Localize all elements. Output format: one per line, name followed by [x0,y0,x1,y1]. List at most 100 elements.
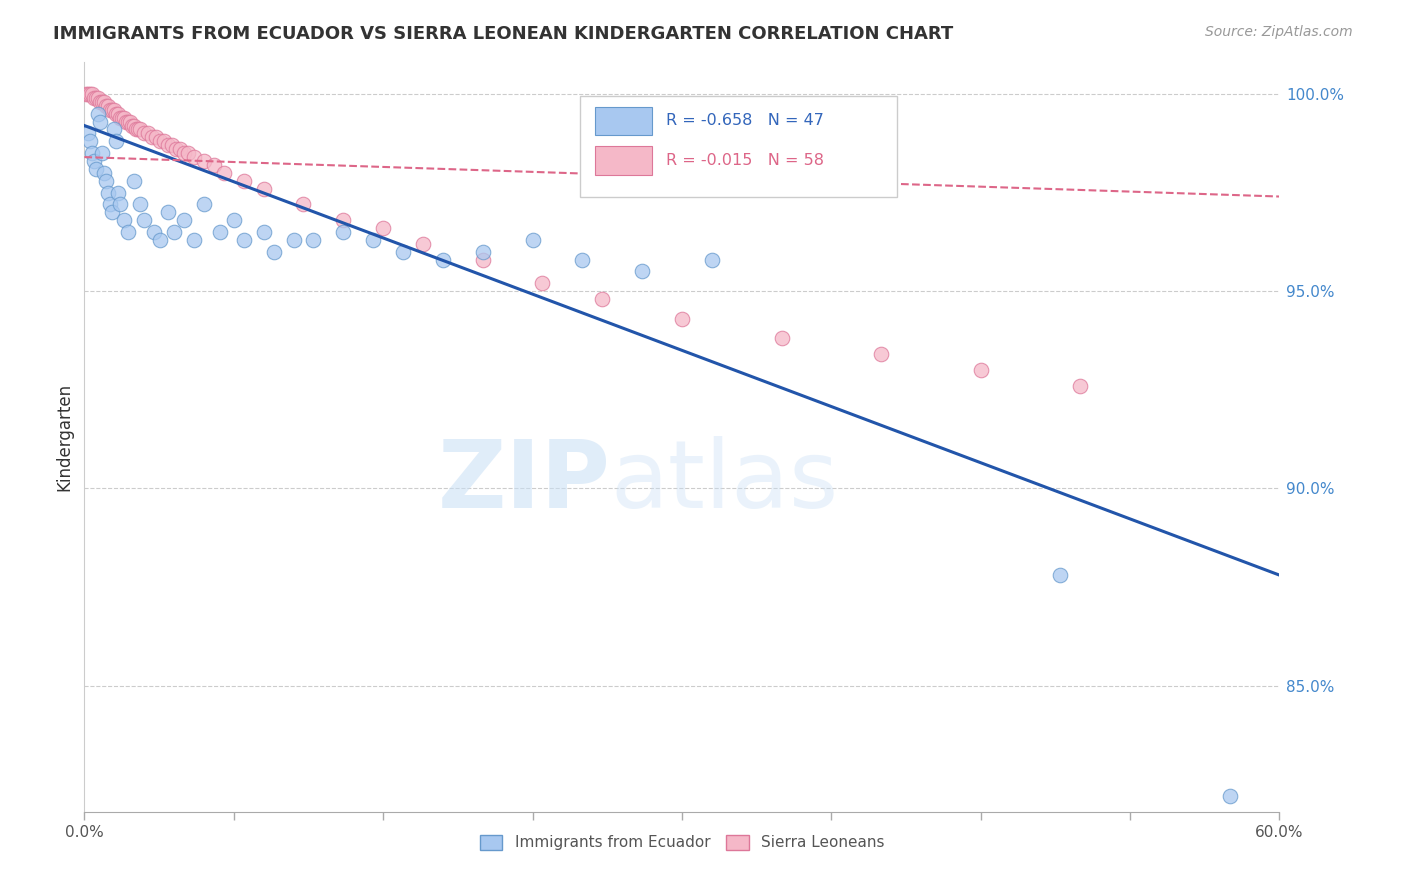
Point [373,221,395,235]
Point [101,103,124,117]
Text: IMMIGRANTS FROM ECUADOR VS SIERRA LEONEAN KINDERGARTEN CORRELATION CHART: IMMIGRANTS FROM ECUADOR VS SIERRA LEONEA… [53,25,953,43]
Point [107,186,129,200]
Point [110,197,132,211]
Point [700,252,723,267]
Point [82,87,104,101]
Point [153,134,176,148]
Point [77,87,100,101]
Point [522,233,544,247]
Point [160,138,183,153]
Point [79,87,101,101]
Point [83,91,105,105]
Y-axis label: Kindergarten: Kindergarten [55,383,73,491]
Point [283,233,305,247]
Point [101,205,124,219]
Point [169,142,191,156]
Point [193,154,215,169]
Text: atlas: atlas [610,436,838,528]
Point [97,99,120,113]
Point [96,174,118,188]
Point [173,146,195,161]
Point [332,213,354,227]
Point [1069,379,1091,393]
Point [1049,568,1071,582]
Point [212,166,235,180]
Point [103,103,125,117]
FancyBboxPatch shape [595,146,652,175]
Point [157,205,180,219]
Point [631,264,654,278]
Point [392,244,415,259]
Point [120,114,142,128]
Point [970,363,993,377]
Text: ZIP: ZIP [437,436,610,528]
Point [112,111,135,125]
Point [79,134,101,148]
Point [75,87,97,101]
Point [117,225,139,239]
Point [157,138,180,153]
Point [870,347,893,361]
Point [103,122,125,136]
Point [183,150,205,164]
Point [163,225,186,239]
Point [129,197,152,211]
Point [77,127,100,141]
Point [127,122,149,136]
FancyBboxPatch shape [595,107,652,135]
Point [105,134,128,148]
Point [132,127,156,141]
Point [86,161,108,176]
Point [432,252,454,267]
Point [97,186,120,200]
Point [115,114,138,128]
Point [91,146,114,161]
Point [292,197,315,211]
Point [136,127,159,141]
Point [361,233,384,247]
Point [125,122,148,136]
Point [471,252,494,267]
Point [93,95,115,109]
Point [193,197,215,211]
FancyBboxPatch shape [581,96,897,197]
Point [263,244,285,259]
Point [302,233,325,247]
Point [571,252,593,267]
Point [202,158,225,172]
Point [173,213,195,227]
Point [183,233,205,247]
Text: Source: ZipAtlas.com: Source: ZipAtlas.com [1205,25,1353,39]
Text: R = -0.015   N = 58: R = -0.015 N = 58 [666,153,824,168]
Point [177,146,200,161]
Point [117,114,139,128]
Point [671,311,693,326]
Point [770,331,793,345]
Point [98,103,121,117]
Point [1219,789,1241,803]
Point [332,225,354,239]
Text: R = -0.658   N = 47: R = -0.658 N = 47 [666,113,824,128]
Point [253,181,276,195]
Point [143,225,166,239]
Point [591,292,613,306]
Point [232,233,254,247]
Point [412,236,434,251]
Legend: Immigrants from Ecuador, Sierra Leoneans: Immigrants from Ecuador, Sierra Leoneans [474,829,890,856]
Point [83,154,105,169]
Point [107,106,129,120]
Point [531,277,554,291]
Point [82,146,104,161]
Point [91,95,114,109]
Point [232,174,254,188]
Point [129,122,152,136]
Point [87,91,110,105]
Point [149,233,172,247]
Point [471,244,494,259]
Point [222,213,245,227]
Point [93,166,115,180]
Point [96,99,118,113]
Point [86,91,108,105]
Point [132,213,156,227]
Point [98,197,121,211]
